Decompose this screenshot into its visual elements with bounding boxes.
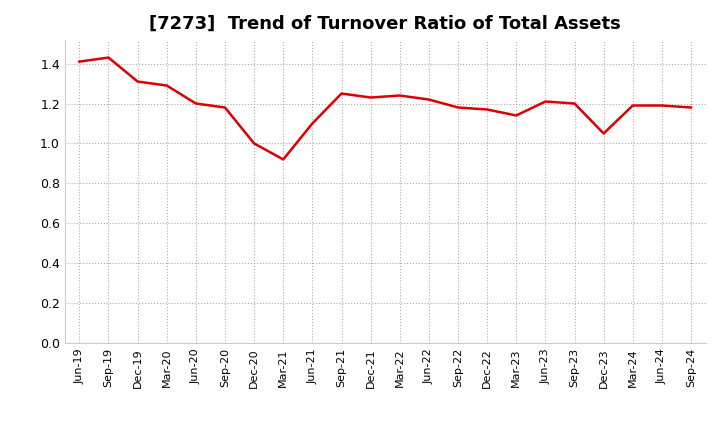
Title: [7273]  Trend of Turnover Ratio of Total Assets: [7273] Trend of Turnover Ratio of Total … xyxy=(149,15,621,33)
